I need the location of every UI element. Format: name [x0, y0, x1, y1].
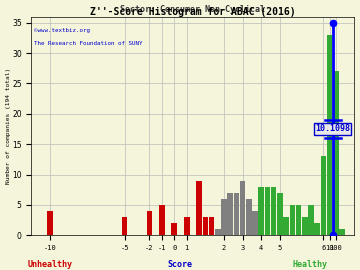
Bar	[215, 229, 221, 235]
Bar	[47, 211, 53, 235]
Bar	[196, 181, 202, 235]
Bar	[246, 199, 252, 235]
Bar	[159, 205, 165, 235]
Bar	[283, 217, 289, 235]
Bar	[252, 211, 258, 235]
Bar	[228, 193, 233, 235]
Bar	[339, 229, 345, 235]
Bar	[209, 217, 214, 235]
Bar	[234, 193, 239, 235]
Bar	[122, 217, 127, 235]
Bar	[258, 187, 264, 235]
Bar	[184, 217, 189, 235]
Bar	[147, 211, 152, 235]
Bar	[289, 205, 295, 235]
Text: Healthy: Healthy	[292, 260, 327, 269]
Bar	[240, 181, 246, 235]
Bar	[271, 187, 276, 235]
Bar	[327, 35, 332, 235]
Text: ©www.textbiz.org: ©www.textbiz.org	[34, 28, 90, 33]
Bar	[321, 156, 326, 235]
Text: Score: Score	[167, 260, 193, 269]
Bar	[277, 193, 283, 235]
Bar	[296, 205, 301, 235]
Text: Unhealthy: Unhealthy	[28, 260, 73, 269]
Text: 10.1098: 10.1098	[315, 124, 350, 133]
Bar	[171, 223, 177, 235]
Text: The Research Foundation of SUNY: The Research Foundation of SUNY	[34, 41, 143, 46]
Bar	[265, 187, 270, 235]
Title: Z''-Score Histogram for ABAC (2016): Z''-Score Histogram for ABAC (2016)	[90, 6, 296, 17]
Bar	[314, 223, 320, 235]
Bar	[221, 199, 227, 235]
Text: Sector: Consumer Non-Cyclical: Sector: Consumer Non-Cyclical	[121, 5, 265, 15]
Bar	[333, 71, 339, 235]
Bar	[308, 205, 314, 235]
Y-axis label: Number of companies (194 total): Number of companies (194 total)	[5, 68, 10, 184]
Bar	[302, 217, 307, 235]
Bar	[203, 217, 208, 235]
